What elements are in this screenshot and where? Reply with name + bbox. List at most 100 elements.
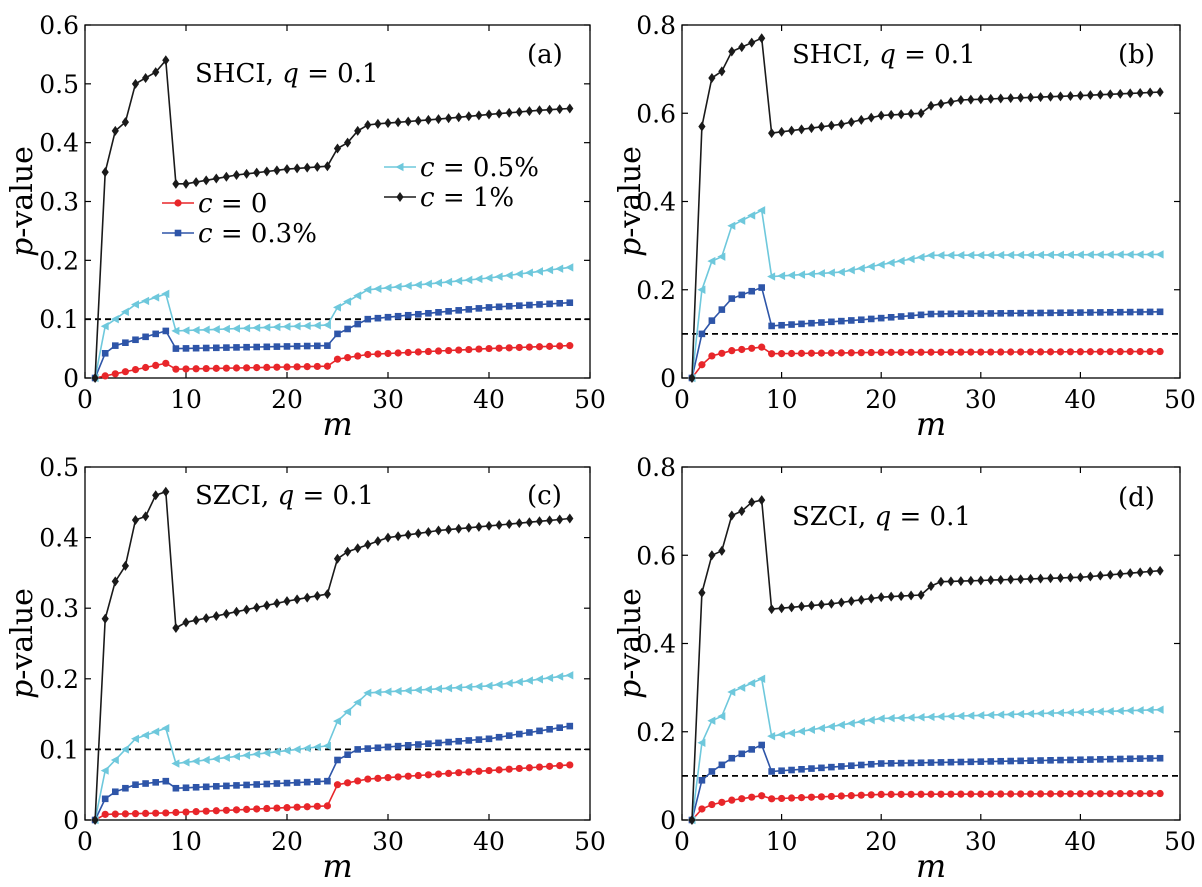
- data-point: [374, 536, 382, 547]
- data-point: [1007, 309, 1014, 317]
- data-point: [787, 125, 796, 136]
- data-point: [162, 486, 170, 497]
- legend: c = 0c = 0.3% c = 0.5%c = 1%: [162, 153, 539, 249]
- x-tick-label: 50: [1164, 827, 1196, 856]
- data-point: [91, 373, 99, 383]
- data-point: [778, 794, 786, 803]
- data-point: [1076, 572, 1084, 583]
- data-point: [896, 713, 905, 723]
- data-point: [131, 300, 139, 309]
- data-point: [1145, 250, 1154, 259]
- data-point: [526, 301, 533, 309]
- data-point: [1057, 756, 1064, 764]
- data-point: [516, 730, 523, 738]
- data-point: [826, 268, 835, 277]
- data-point: [797, 124, 806, 135]
- data-point: [728, 347, 736, 355]
- data-point: [817, 599, 826, 610]
- data-point: [91, 815, 99, 825]
- data-point: [987, 310, 995, 317]
- data-point: [504, 679, 513, 688]
- panel-c: 0 10 20 30 40 50 0 0.1 0.2 0.3 0.4 0.5 m p-value SZCI,…: [5, 453, 606, 885]
- data-point: [897, 759, 905, 767]
- data-point: [445, 738, 452, 746]
- data-point: [877, 592, 885, 603]
- data-point: [758, 343, 766, 351]
- data-point: [996, 250, 1005, 260]
- data-point: [728, 295, 736, 302]
- data-point: [425, 740, 432, 747]
- data-point: [887, 591, 895, 602]
- data-point: [142, 809, 150, 818]
- data-point: [182, 365, 190, 373]
- data-point: [967, 348, 975, 356]
- data-point: [1156, 565, 1164, 576]
- data-point: [947, 758, 955, 766]
- data-point: [1096, 790, 1104, 798]
- data-point: [758, 284, 765, 291]
- series-c03: [688, 284, 1164, 382]
- data-point: [414, 348, 422, 356]
- data-point: [374, 314, 382, 322]
- data-point: [233, 344, 240, 351]
- data-point: [152, 490, 160, 501]
- data-point: [445, 769, 453, 778]
- data-point: [966, 711, 975, 720]
- data-point: [120, 745, 129, 754]
- data-point: [172, 622, 180, 633]
- data-point: [1146, 789, 1154, 798]
- data-point: [323, 161, 331, 172]
- data-point: [211, 325, 220, 334]
- x-tick-label: 40: [1064, 827, 1096, 856]
- data-point: [886, 713, 895, 723]
- data-point: [778, 767, 785, 775]
- data-point: [556, 514, 564, 525]
- data-point: [202, 364, 210, 373]
- data-point: [1017, 790, 1025, 798]
- data-point: [141, 731, 150, 740]
- data-point: [172, 784, 180, 792]
- y-tick-label: 0.8: [636, 453, 676, 482]
- data-point: [111, 810, 119, 818]
- data-point: [475, 110, 483, 121]
- data-point: [293, 363, 301, 371]
- data-point: [1116, 790, 1124, 798]
- data-point: [1155, 705, 1164, 714]
- data-point: [718, 66, 726, 77]
- data-point: [546, 725, 553, 733]
- data-point: [344, 751, 351, 758]
- data-point: [1007, 93, 1015, 104]
- y-tick-label: 0: [63, 806, 79, 835]
- data-point: [424, 347, 432, 356]
- data-point: [222, 171, 230, 182]
- data-point: [917, 108, 925, 119]
- data-point: [263, 600, 271, 611]
- data-point: [947, 348, 955, 356]
- data-point: [737, 216, 746, 225]
- data-point: [100, 322, 109, 331]
- legend-marker: [396, 192, 404, 202]
- data-point: [977, 575, 985, 586]
- data-point: [505, 107, 513, 118]
- data-point: [947, 96, 955, 107]
- data-point: [1095, 250, 1104, 259]
- data-point: [997, 574, 1005, 585]
- data-point: [313, 362, 321, 371]
- data-point: [788, 766, 795, 774]
- data-point: [273, 343, 281, 350]
- data-point: [1056, 790, 1065, 798]
- data-point: [1095, 707, 1104, 716]
- data-point: [162, 359, 170, 367]
- series-line: [691, 499, 1161, 821]
- y-tick-label: 0.1: [39, 735, 79, 764]
- data-point: [465, 345, 473, 354]
- data-point: [708, 800, 716, 809]
- data-point: [698, 330, 706, 338]
- data-point: [263, 780, 271, 788]
- data-point: [807, 123, 816, 134]
- data-point: [464, 682, 473, 692]
- x-tick-label: 20: [271, 827, 303, 856]
- data-point: [324, 342, 331, 349]
- x-axis-label: m: [916, 847, 946, 885]
